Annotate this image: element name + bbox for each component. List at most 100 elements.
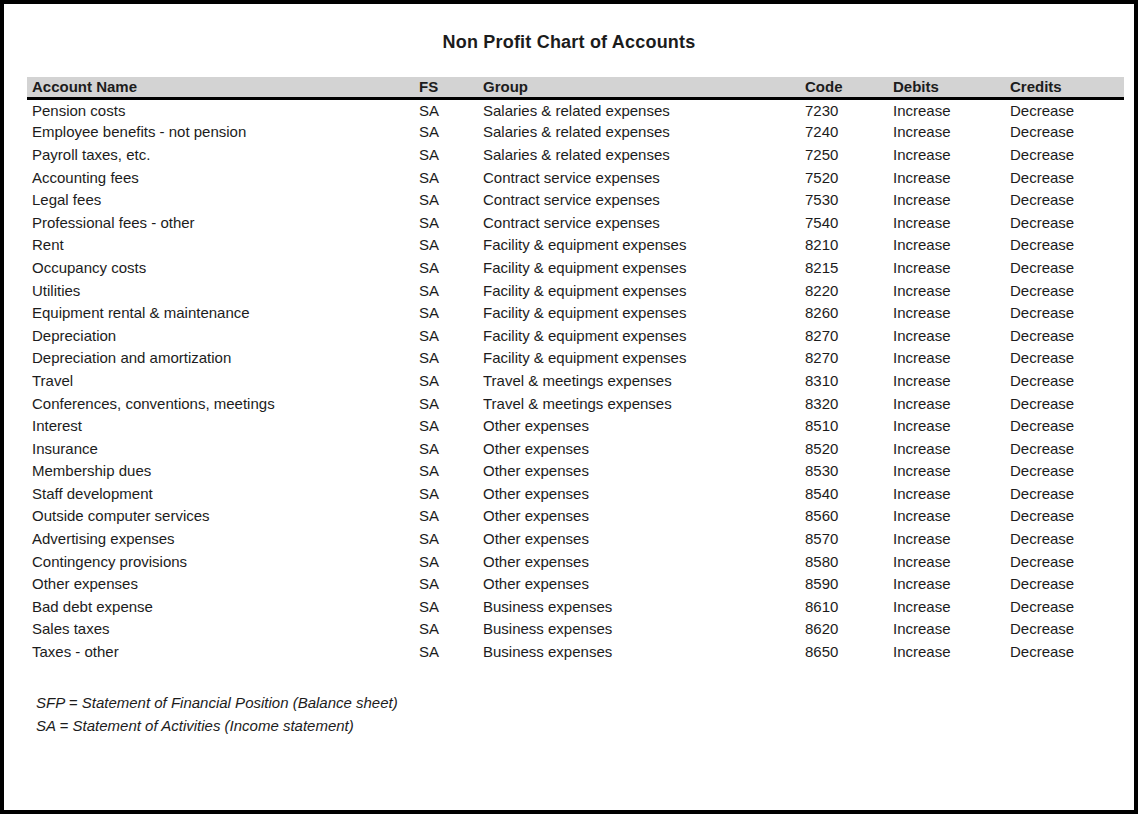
table-cell: SA [419, 414, 483, 437]
table-row: Sales taxesSABusiness expenses8620Increa… [27, 618, 1124, 641]
table-cell: SA [419, 640, 483, 663]
table-cell: Equipment rental & maintenance [27, 301, 419, 324]
table-cell: Membership dues [27, 460, 419, 483]
table-cell: Other expenses [483, 550, 805, 573]
table-cell: Contract service expenses [483, 211, 805, 234]
table-cell: Increase [893, 369, 1010, 392]
table-cell: Increase [893, 572, 1010, 595]
table-cell: 8320 [805, 392, 893, 415]
table-row: Accounting feesSAContract service expens… [27, 166, 1124, 189]
table-cell: Decrease [1010, 143, 1124, 166]
table-cell: Advertising expenses [27, 527, 419, 550]
table-cell: Accounting fees [27, 166, 419, 189]
table-row: Contingency provisionsSAOther expenses85… [27, 550, 1124, 573]
table-cell: 8270 [805, 324, 893, 347]
table-cell: 8520 [805, 437, 893, 460]
table-cell: Interest [27, 414, 419, 437]
table-cell: Increase [893, 437, 1010, 460]
table-cell: 8620 [805, 618, 893, 641]
table-cell: Decrease [1010, 324, 1124, 347]
table-cell: Depreciation and amortization [27, 347, 419, 370]
table-cell: Decrease [1010, 347, 1124, 370]
table-cell: Increase [893, 234, 1010, 257]
table-cell: Increase [893, 527, 1010, 550]
table-cell: SA [419, 618, 483, 641]
table-cell: SA [419, 98, 483, 121]
table-cell: Pension costs [27, 98, 419, 121]
header-cell: Debits [893, 77, 1010, 98]
table-cell: Decrease [1010, 98, 1124, 121]
table-cell: Professional fees - other [27, 211, 419, 234]
table-row: TravelSATravel & meetings expenses8310In… [27, 369, 1124, 392]
table-cell: 8210 [805, 234, 893, 257]
table-cell: Increase [893, 301, 1010, 324]
table-cell: 8650 [805, 640, 893, 663]
table-cell: Decrease [1010, 482, 1124, 505]
table-cell: Legal fees [27, 188, 419, 211]
header-cell: Code [805, 77, 893, 98]
table-cell: Decrease [1010, 550, 1124, 573]
table-cell: Decrease [1010, 572, 1124, 595]
table-cell: 7230 [805, 98, 893, 121]
table-cell: Increase [893, 121, 1010, 144]
table-cell: Decrease [1010, 527, 1124, 550]
table-cell: 8220 [805, 279, 893, 302]
table-cell: Business expenses [483, 618, 805, 641]
table-cell: 8590 [805, 572, 893, 595]
table-row: Occupancy costsSAFacility & equipment ex… [27, 256, 1124, 279]
table-cell: SA [419, 550, 483, 573]
table-cell: Decrease [1010, 595, 1124, 618]
table-row: Legal feesSAContract service expenses753… [27, 188, 1124, 211]
table-cell: Outside computer services [27, 505, 419, 528]
table-row: Conferences, conventions, meetingsSATrav… [27, 392, 1124, 415]
table-cell: Decrease [1010, 505, 1124, 528]
table-header-row: Account NameFSGroupCodeDebitsCredits [27, 77, 1124, 98]
table-row: Advertising expensesSAOther expenses8570… [27, 527, 1124, 550]
table-cell: Decrease [1010, 301, 1124, 324]
table-row: Other expensesSAOther expenses8590Increa… [27, 572, 1124, 595]
table-cell: Other expenses [483, 437, 805, 460]
accounts-table: Account NameFSGroupCodeDebitsCredits Pen… [27, 77, 1124, 663]
footnote-sa: SA = Statement of Activities (Income sta… [36, 714, 1134, 737]
table-cell: Facility & equipment expenses [483, 347, 805, 370]
table-row: UtilitiesSAFacility & equipment expenses… [27, 279, 1124, 302]
table-cell: Contract service expenses [483, 188, 805, 211]
table-row: Payroll taxes, etc.SASalaries & related … [27, 143, 1124, 166]
table-cell: Salaries & related expenses [483, 98, 805, 121]
table-cell: Increase [893, 595, 1010, 618]
table-cell: 7540 [805, 211, 893, 234]
table-cell: Travel & meetings expenses [483, 392, 805, 415]
table-cell: SA [419, 211, 483, 234]
footnotes: SFP = Statement of Financial Position (B… [36, 691, 1134, 737]
table-cell: Rent [27, 234, 419, 257]
table-row: Outside computer servicesSAOther expense… [27, 505, 1124, 528]
table-cell: 8580 [805, 550, 893, 573]
table-row: Staff developmentSAOther expenses8540Inc… [27, 482, 1124, 505]
table-cell: Decrease [1010, 256, 1124, 279]
table-cell: Other expenses [483, 482, 805, 505]
table-cell: Increase [893, 347, 1010, 370]
table-cell: Other expenses [483, 527, 805, 550]
table-cell: SA [419, 324, 483, 347]
table-cell: 7240 [805, 121, 893, 144]
table-cell: Increase [893, 618, 1010, 641]
table-cell: Employee benefits - not pension [27, 121, 419, 144]
document-page: Non Profit Chart of Accounts Account Nam… [0, 0, 1138, 814]
table-cell: Taxes - other [27, 640, 419, 663]
table-cell: Increase [893, 188, 1010, 211]
table-cell: 8610 [805, 595, 893, 618]
table-cell: Facility & equipment expenses [483, 234, 805, 257]
page-title: Non Profit Chart of Accounts [4, 32, 1134, 53]
table-cell: Increase [893, 98, 1010, 121]
table-row: RentSAFacility & equipment expenses8210I… [27, 234, 1124, 257]
table-cell: SA [419, 505, 483, 528]
table-cell: 8260 [805, 301, 893, 324]
table-cell: Staff development [27, 482, 419, 505]
table-cell: 8560 [805, 505, 893, 528]
table-cell: Increase [893, 143, 1010, 166]
table-cell: SA [419, 279, 483, 302]
table-cell: Business expenses [483, 595, 805, 618]
table-cell: Decrease [1010, 279, 1124, 302]
table-cell: Increase [893, 392, 1010, 415]
table-cell: SA [419, 595, 483, 618]
